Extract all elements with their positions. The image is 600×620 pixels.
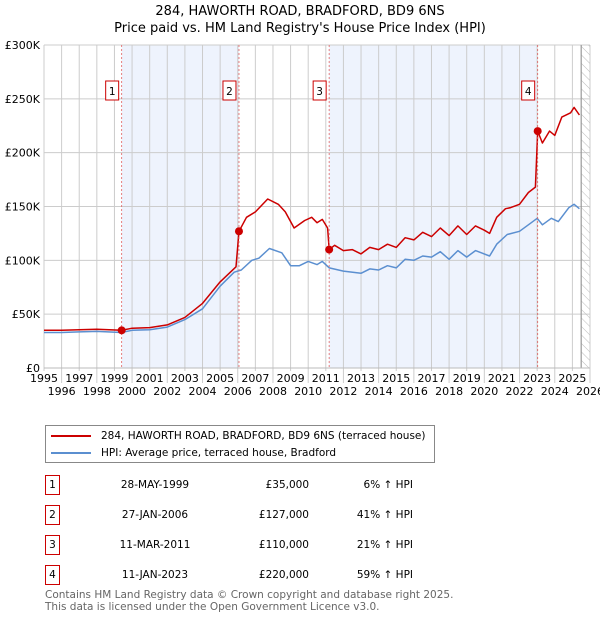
sale-label-border [312, 80, 327, 101]
y-tick-label: £150K [5, 201, 41, 214]
future-hatch [581, 45, 590, 368]
x-tick-label: 2026 [576, 385, 600, 398]
x-tick-label: 2007 [241, 372, 269, 385]
x-tick-label: 2021 [488, 372, 516, 385]
x-tick-label: 2025 [558, 372, 586, 385]
sale-label-border [521, 80, 536, 101]
legend-label-hpi: HPI: Average price, terraced house, Brad… [101, 447, 337, 459]
sale-price: £110,000 [258, 539, 309, 551]
x-tick-label: 2006 [224, 385, 252, 398]
x-tick-label: 2013 [347, 372, 375, 385]
x-tick-label: 2014 [365, 385, 393, 398]
x-tick-label: 2019 [453, 372, 481, 385]
x-tick-label: 2009 [277, 372, 305, 385]
legend-item-hpi: HPI: Average price, terraced house, Brad… [46, 445, 336, 461]
sale-price: £127,000 [258, 509, 309, 521]
y-tick-label: £50K [12, 308, 41, 321]
sale-hpi-change: 21% ↑ HPI [356, 539, 413, 551]
sale-row: 2 27-JAN-2006 £127,000 41% ↑ HPI [45, 505, 445, 525]
x-tick-label: 2017 [417, 372, 445, 385]
y-tick-label: £100K [5, 254, 41, 267]
x-tick-label: 2005 [206, 372, 234, 385]
x-tick-label: 1997 [65, 372, 93, 385]
sale-point [325, 245, 334, 254]
sale-price: £220,000 [258, 569, 309, 581]
footer: Contains HM Land Registry data © Crown c… [45, 589, 453, 613]
sale-date: 27-JAN-2006 [121, 509, 189, 521]
hpi-line [44, 203, 580, 334]
sale-label-border [105, 80, 120, 101]
chart-subtitle: Price paid vs. HM Land Registry's House … [114, 21, 486, 36]
footer-copyright: Contains HM Land Registry data © Crown c… [45, 589, 454, 601]
y-tick-label: £0 [26, 362, 40, 375]
y-tick-label: £200K [5, 147, 41, 160]
legend-label-property: 284, HAWORTH ROAD, BRADFORD, BD9 6NS (te… [101, 430, 426, 442]
sale-label-number: 3 [316, 86, 323, 98]
y-tick-label: £250K [5, 93, 41, 106]
x-tick-label: 2015 [382, 372, 410, 385]
x-tick-label: 2003 [171, 372, 199, 385]
sale-date: 28-MAY-1999 [120, 479, 190, 491]
x-tick-label: 2018 [435, 385, 463, 398]
sale-date: 11-MAR-2011 [119, 539, 191, 551]
x-tick-label: 2012 [329, 385, 357, 398]
sale-row: 1 28-MAY-1999 £35,000 6% ↑ HPI [45, 475, 445, 495]
sale-label-border [222, 80, 237, 101]
legend-swatch-property [51, 435, 91, 437]
x-tick-label: 2020 [470, 385, 498, 398]
sale-label-box: 3 [312, 80, 327, 101]
x-tick-label: 2002 [153, 385, 181, 398]
sale-date: 11-JAN-2023 [121, 569, 189, 581]
x-tick-label: 1996 [48, 385, 76, 398]
x-tick-label: 1995 [30, 372, 58, 385]
sale-point [533, 127, 542, 136]
x-tick-label: 2008 [259, 385, 287, 398]
sale-number-badge: 4 [45, 565, 60, 585]
sale-label-number: 2 [226, 86, 233, 98]
sale-label-number: 4 [525, 86, 532, 98]
price-chart: 1995199619971998199920002001200220032004… [5, 39, 600, 398]
sale-label-box: 4 [521, 80, 536, 101]
x-tick-label: 2004 [189, 385, 217, 398]
x-tick-label: 2010 [294, 385, 322, 398]
x-tick-label: 1999 [100, 372, 128, 385]
footer-licence: This data is licensed under the Open Gov… [45, 601, 380, 613]
x-tick-label: 2000 [118, 385, 146, 398]
chart-title-address: 284, HAWORTH ROAD, BRADFORD, BD9 6NS [155, 4, 445, 19]
sale-number-badge: 2 [45, 505, 60, 525]
sale-number-badge: 1 [45, 475, 60, 495]
sale-number-badge: 3 [45, 535, 60, 555]
sale-price: £35,000 [265, 479, 309, 491]
sale-point [117, 326, 126, 335]
sale-hpi-change: 6% ↑ HPI [363, 479, 413, 491]
x-tick-label: 2001 [136, 372, 164, 385]
property-price-line [44, 106, 581, 332]
x-tick-label: 2023 [523, 372, 551, 385]
sale-label-box: 1 [105, 80, 120, 101]
x-tick-label: 2016 [400, 385, 428, 398]
sale-row: 3 11-MAR-2011 £110,000 21% ↑ HPI [45, 535, 445, 555]
legend-item-property: 284, HAWORTH ROAD, BRADFORD, BD9 6NS (te… [46, 428, 425, 444]
x-tick-label: 2011 [312, 372, 340, 385]
y-tick-label: £300K [5, 39, 41, 52]
x-tick-label: 2022 [506, 385, 534, 398]
x-tick-label: 1998 [83, 385, 111, 398]
x-tick-label: 2024 [541, 385, 569, 398]
sale-label-number: 1 [109, 86, 116, 98]
legend: 284, HAWORTH ROAD, BRADFORD, BD9 6NS (te… [45, 425, 435, 463]
sale-hpi-change: 59% ↑ HPI [356, 569, 413, 581]
sale-hpi-change: 41% ↑ HPI [356, 509, 413, 521]
sale-label-box: 2 [222, 80, 237, 101]
legend-swatch-hpi [51, 452, 91, 454]
sale-row: 4 11-JAN-2023 £220,000 59% ↑ HPI [45, 565, 445, 585]
sale-point [234, 227, 243, 236]
